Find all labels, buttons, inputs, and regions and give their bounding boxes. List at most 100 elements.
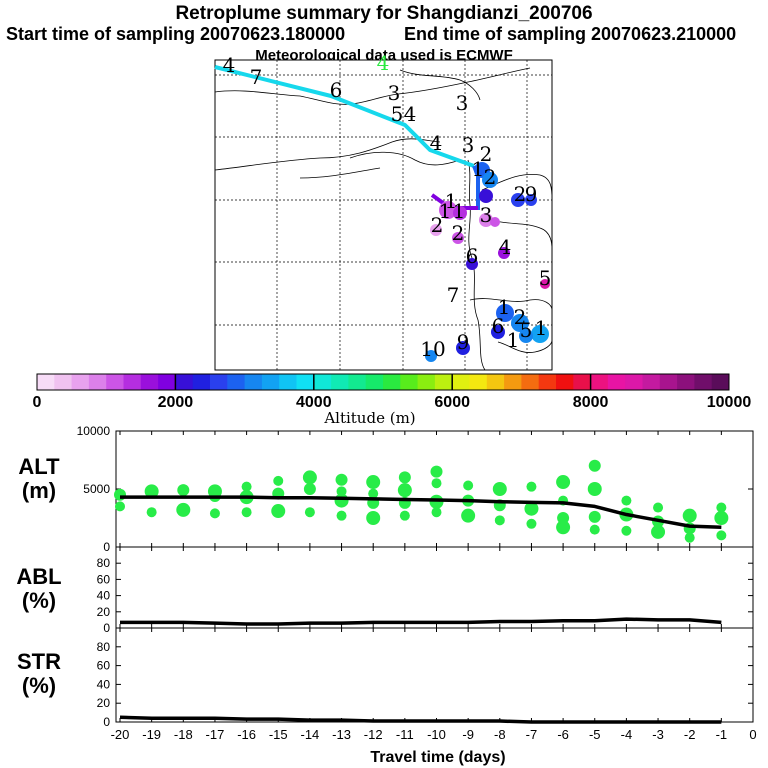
altitude-scatter-point xyxy=(651,524,666,539)
x-tick-label: -14 xyxy=(301,727,320,742)
altitude-scatter-point xyxy=(302,470,317,485)
x-tick-label: -4 xyxy=(621,727,633,742)
plume-cluster-dot xyxy=(525,194,537,206)
cluster-label: 4 xyxy=(404,102,417,126)
colorbar-swatch xyxy=(313,374,332,390)
cluster-label: 2 xyxy=(514,305,527,329)
cluster-label: 6 xyxy=(492,314,505,338)
altitude-scatter-point xyxy=(336,486,347,497)
colorbar-swatch xyxy=(677,374,695,390)
altitude-scatter-point xyxy=(144,484,159,499)
altitude-scatter-point xyxy=(271,504,286,519)
colorbar-swatch xyxy=(244,374,263,390)
colorbar-tick-label: 2000 xyxy=(157,394,194,411)
colorbar-swatch xyxy=(88,374,107,390)
colorbar-swatch xyxy=(348,374,367,390)
colorbar-swatch xyxy=(452,374,470,390)
y-tick-label: 0 xyxy=(103,540,110,554)
y-tick-label: 40 xyxy=(97,677,111,691)
cluster-label: 2 xyxy=(431,213,444,237)
colorbar-swatch xyxy=(279,374,297,390)
abl-label: ABL xyxy=(16,564,62,589)
map-coastline xyxy=(299,167,381,179)
altitude-scatter-point xyxy=(241,507,252,518)
altitude-scatter-point xyxy=(653,502,664,513)
altitude-scatter-point xyxy=(176,502,191,517)
cluster-label: 5 xyxy=(520,318,533,342)
map-coastline xyxy=(349,151,461,166)
plume-cluster-dot xyxy=(482,172,498,188)
altitude-scatter-point xyxy=(209,508,220,519)
plume-cluster-dot xyxy=(425,350,437,362)
altitude-scatter-point xyxy=(463,480,474,491)
altitude-scatter-point xyxy=(366,475,381,490)
altitude-scatter-point xyxy=(115,501,125,512)
altitude-scatter-point xyxy=(368,488,379,499)
colorbar-swatch xyxy=(469,374,488,390)
alt-panel-label: ALT (m) xyxy=(14,455,64,503)
x-tick-label: -11 xyxy=(396,727,414,742)
altitude-scatter-point xyxy=(399,510,410,521)
alt-panel: 0 5000 10000 xyxy=(77,424,754,554)
abl-unit: (%) xyxy=(21,588,57,613)
cluster-label: 1 xyxy=(445,189,458,213)
cluster-label: 5 xyxy=(391,102,404,126)
x-axis-label: Travel time (days) xyxy=(370,749,506,766)
cluster-label: 1 xyxy=(507,328,520,352)
altitude-scatter-point xyxy=(335,473,348,486)
colorbar-swatch xyxy=(365,374,384,390)
colorbar-swatch xyxy=(711,374,730,390)
altitude-scatter-point xyxy=(524,501,539,516)
colorbar-swatch xyxy=(573,374,592,390)
colorbar-frame xyxy=(36,373,730,391)
colorbar-swatch xyxy=(227,374,246,390)
colorbar-swatch xyxy=(158,374,176,390)
x-tick-label: -2 xyxy=(684,727,696,742)
cluster-label: 6 xyxy=(330,78,343,102)
map-coastline xyxy=(399,69,481,101)
map-coastline xyxy=(489,219,553,251)
plume-cluster-dot xyxy=(540,279,550,289)
colorbar-tick-label: 4000 xyxy=(296,394,332,411)
y-tick-label: 60 xyxy=(97,572,111,586)
plume-cluster-dot xyxy=(490,217,500,227)
cluster-label: 1 xyxy=(498,295,511,319)
altitude-scatter-point xyxy=(304,507,315,518)
plume-cluster-dot xyxy=(491,325,505,339)
altitude-scatter-point xyxy=(303,483,316,495)
y-tick-label: 10000 xyxy=(77,424,111,438)
altitude-scatter-point xyxy=(336,510,347,521)
x-tick-label: -5 xyxy=(589,727,601,742)
cluster-label: 3 xyxy=(388,81,401,105)
plume-cluster-dot xyxy=(496,304,514,322)
colorbar-swatch xyxy=(417,374,436,390)
colorbar-swatch xyxy=(504,374,522,390)
cluster-label: 10 xyxy=(420,337,445,361)
cluster-label: 4 xyxy=(430,131,443,155)
altitude-scatter-point xyxy=(241,481,252,492)
altitude-scatter-point xyxy=(146,507,157,518)
x-tick-label: -3 xyxy=(652,727,664,742)
x-tick-label: -17 xyxy=(206,727,225,742)
altitude-scatter-point xyxy=(273,475,284,486)
cluster-label: 4 xyxy=(377,51,390,75)
colorbar-tick-label: 6000 xyxy=(434,394,470,411)
cluster-label: 3 xyxy=(480,203,493,227)
colorbar-tick-label: 0 xyxy=(32,394,42,411)
trajectory-line xyxy=(214,65,475,168)
x-tick-label: -19 xyxy=(142,727,161,742)
x-tick-label: -10 xyxy=(427,727,446,742)
map-coastline xyxy=(469,298,553,311)
str-panel-series-line xyxy=(119,715,722,724)
plume-cluster-dot xyxy=(466,258,478,270)
x-tick-label: 0 xyxy=(749,727,756,742)
plume-cluster-dot xyxy=(511,193,525,207)
cluster-label: 9 xyxy=(457,330,470,354)
colorbar-swatch xyxy=(123,374,142,390)
abl-panel-frame xyxy=(115,546,754,629)
altitude-colorbar xyxy=(36,373,730,391)
cluster-label: 1 xyxy=(439,199,452,223)
colorbar-axis-label: Altitude (m) xyxy=(324,409,416,427)
cluster-label: 1 xyxy=(472,157,485,181)
